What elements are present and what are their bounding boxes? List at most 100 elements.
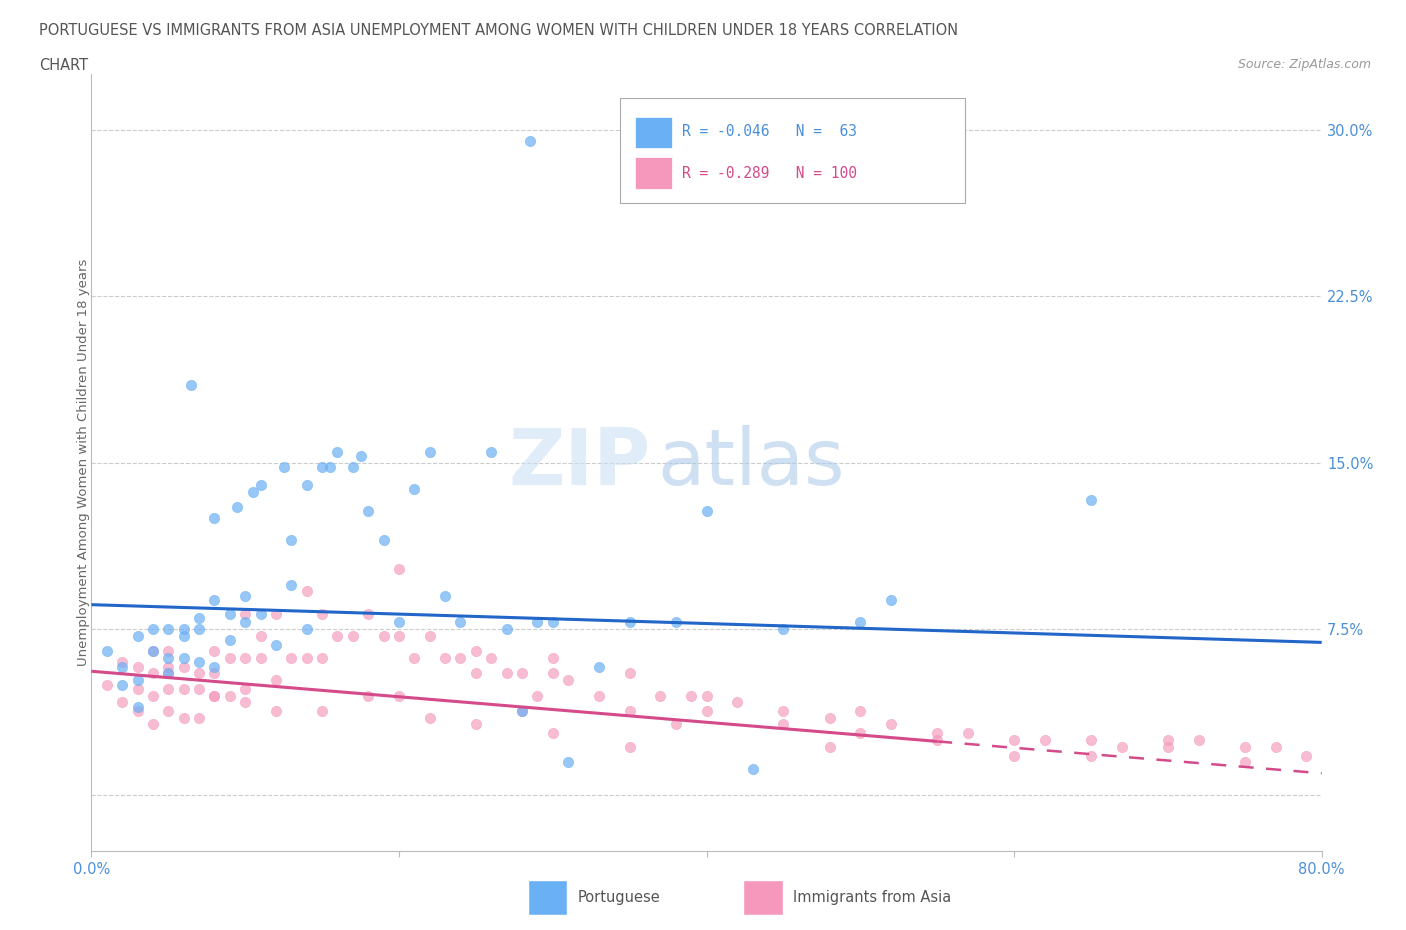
Point — [588, 659, 610, 674]
Point — [1157, 733, 1180, 748]
Point — [650, 688, 672, 703]
Point — [510, 704, 533, 719]
Bar — [529, 880, 568, 914]
Point — [233, 606, 256, 621]
Text: Portuguese: Portuguese — [578, 890, 659, 905]
Text: CHART: CHART — [39, 58, 89, 73]
Point — [295, 621, 318, 636]
Point — [449, 615, 471, 630]
Point — [157, 666, 180, 681]
Point — [280, 533, 302, 548]
Point — [1157, 739, 1180, 754]
Point — [526, 688, 548, 703]
Point — [96, 644, 118, 658]
Text: PORTUGUESE VS IMMIGRANTS FROM ASIA UNEMPLOYMENT AMONG WOMEN WITH CHILDREN UNDER : PORTUGUESE VS IMMIGRANTS FROM ASIA UNEMP… — [39, 23, 959, 38]
Point — [526, 615, 548, 630]
Point — [264, 606, 287, 621]
Point — [665, 615, 688, 630]
Text: R = -0.289   N = 100: R = -0.289 N = 100 — [682, 166, 856, 180]
Point — [696, 688, 718, 703]
Point — [880, 592, 903, 607]
Point — [249, 650, 271, 665]
Point — [273, 459, 295, 474]
Text: R = -0.046   N =  63: R = -0.046 N = 63 — [682, 124, 856, 139]
Text: Immigrants from Asia: Immigrants from Asia — [793, 890, 950, 905]
Bar — [636, 117, 672, 148]
Point — [880, 717, 903, 732]
Point — [619, 666, 641, 681]
Point — [696, 504, 718, 519]
Point — [849, 726, 872, 741]
FancyBboxPatch shape — [620, 98, 965, 203]
Point — [142, 621, 165, 636]
Point — [319, 459, 342, 474]
Point — [1080, 748, 1102, 763]
Point — [180, 378, 202, 392]
Point — [1111, 739, 1133, 754]
Point — [419, 711, 441, 725]
Point — [127, 704, 149, 719]
Point — [541, 650, 564, 665]
Point — [173, 659, 195, 674]
Point — [342, 629, 364, 644]
Point — [927, 726, 949, 741]
Point — [696, 704, 718, 719]
Point — [264, 704, 287, 719]
Point — [772, 717, 794, 732]
Point — [264, 637, 287, 652]
Point — [157, 644, 180, 658]
Point — [218, 650, 240, 665]
Point — [264, 672, 287, 687]
Point — [280, 650, 302, 665]
Point — [249, 477, 271, 492]
Point — [510, 666, 533, 681]
Point — [449, 650, 471, 665]
Point — [226, 499, 249, 514]
Point — [111, 677, 134, 692]
Point — [173, 621, 195, 636]
Point — [510, 704, 533, 719]
Point — [1295, 748, 1317, 763]
Point — [772, 621, 794, 636]
Point — [127, 672, 149, 687]
Point — [1187, 733, 1209, 748]
Point — [357, 606, 380, 621]
Point — [434, 650, 457, 665]
Point — [127, 659, 149, 674]
Point — [233, 695, 256, 710]
Point — [127, 682, 149, 697]
Point — [681, 688, 703, 703]
Point — [541, 666, 564, 681]
Point — [188, 611, 211, 626]
Point — [404, 482, 426, 497]
Point — [1080, 493, 1102, 508]
Point — [326, 629, 349, 644]
Point — [311, 704, 333, 719]
Point — [404, 650, 426, 665]
Point — [157, 666, 180, 681]
Point — [202, 688, 225, 703]
Point — [464, 717, 486, 732]
Point — [479, 445, 502, 459]
Point — [127, 629, 149, 644]
Text: ZIP: ZIP — [509, 425, 651, 500]
Point — [665, 717, 688, 732]
Point — [342, 459, 364, 474]
Point — [157, 650, 180, 665]
Point — [233, 589, 256, 604]
Point — [295, 477, 318, 492]
Point — [233, 650, 256, 665]
Point — [619, 615, 641, 630]
Point — [588, 688, 610, 703]
Point — [188, 621, 211, 636]
Point — [388, 688, 411, 703]
Point — [142, 644, 165, 658]
Point — [725, 695, 748, 710]
Point — [956, 726, 979, 741]
Point — [96, 677, 118, 692]
Point — [202, 688, 225, 703]
Point — [357, 688, 380, 703]
Point — [173, 650, 195, 665]
Point — [557, 672, 579, 687]
Point — [818, 739, 841, 754]
